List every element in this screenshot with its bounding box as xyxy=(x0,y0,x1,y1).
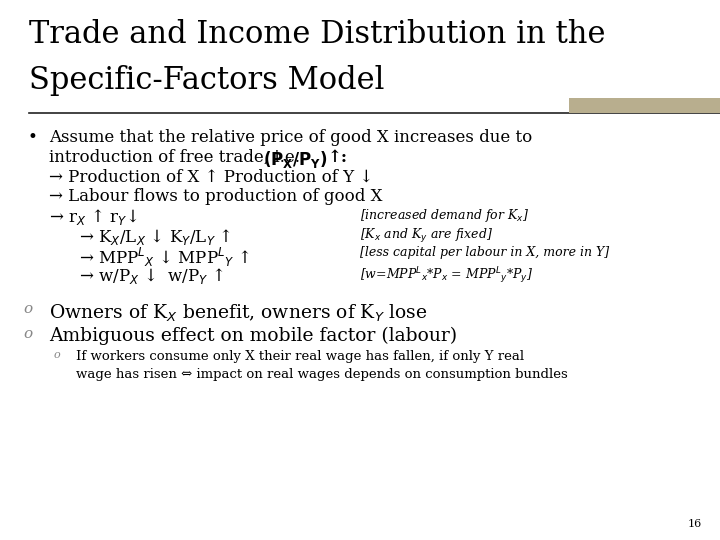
Text: → MPP$^L$$_X$ ↓ MPP$^L$$_Y$ ↑: → MPP$^L$$_X$ ↓ MPP$^L$$_Y$ ↑ xyxy=(79,246,250,269)
Text: If workers consume only X their real wage has fallen, if only Y real: If workers consume only X their real wag… xyxy=(76,350,523,363)
Text: Ambiguous effect on mobile factor (labour): Ambiguous effect on mobile factor (labou… xyxy=(49,327,457,345)
Text: Trade and Income Distribution in the: Trade and Income Distribution in the xyxy=(29,19,606,50)
Bar xyxy=(569,98,720,113)
Text: $\mathbf{(P_X/P_Y)}$: $\mathbf{(P_X/P_Y)}$ xyxy=(263,149,328,170)
Text: wage has risen ⇔ impact on real wages depends on consumption bundles: wage has risen ⇔ impact on real wages de… xyxy=(76,368,567,381)
Text: Assume that the relative price of good X increases due to: Assume that the relative price of good X… xyxy=(49,129,532,145)
Text: [w=MPP$^L$$_x$*P$_x$ = MPP$^L$$_y$*P$_y$]: [w=MPP$^L$$_x$*P$_x$ = MPP$^L$$_y$*P$_y$… xyxy=(360,266,534,286)
Text: → K$_X$/L$_X$ ↓ K$_Y$/L$_Y$ ↑: → K$_X$/L$_X$ ↓ K$_Y$/L$_Y$ ↑ xyxy=(79,227,232,247)
Text: Owners of K$_X$ benefit, owners of K$_Y$ lose: Owners of K$_X$ benefit, owners of K$_Y$… xyxy=(49,302,428,323)
Text: o: o xyxy=(24,302,33,316)
Text: •: • xyxy=(27,129,37,145)
Text: → r$_X$ ↑ r$_Y$↓: → r$_X$ ↑ r$_Y$↓ xyxy=(49,207,138,227)
Text: introduction of free trade, i.e.: introduction of free trade, i.e. xyxy=(49,149,305,166)
Text: [K$_x$ and K$_y$ are fixed]: [K$_x$ and K$_y$ are fixed] xyxy=(360,227,493,245)
Text: o: o xyxy=(24,327,33,341)
Text: o: o xyxy=(54,350,60,360)
Text: → w/P$_X$ ↓  w/P$_Y$ ↑: → w/P$_X$ ↓ w/P$_Y$ ↑ xyxy=(79,266,225,286)
Text: → Labour flows to production of good X: → Labour flows to production of good X xyxy=(49,188,382,205)
Text: 16: 16 xyxy=(688,519,702,529)
Text: ↑:: ↑: xyxy=(328,149,348,166)
Text: [increased demand for K$_x$]: [increased demand for K$_x$] xyxy=(360,207,529,224)
Text: → Production of X ↑ Production of Y ↓: → Production of X ↑ Production of Y ↓ xyxy=(49,168,373,185)
Text: [less capital per labour in X, more in Y]: [less capital per labour in X, more in Y… xyxy=(360,246,609,259)
Text: Specific-Factors Model: Specific-Factors Model xyxy=(29,65,384,96)
